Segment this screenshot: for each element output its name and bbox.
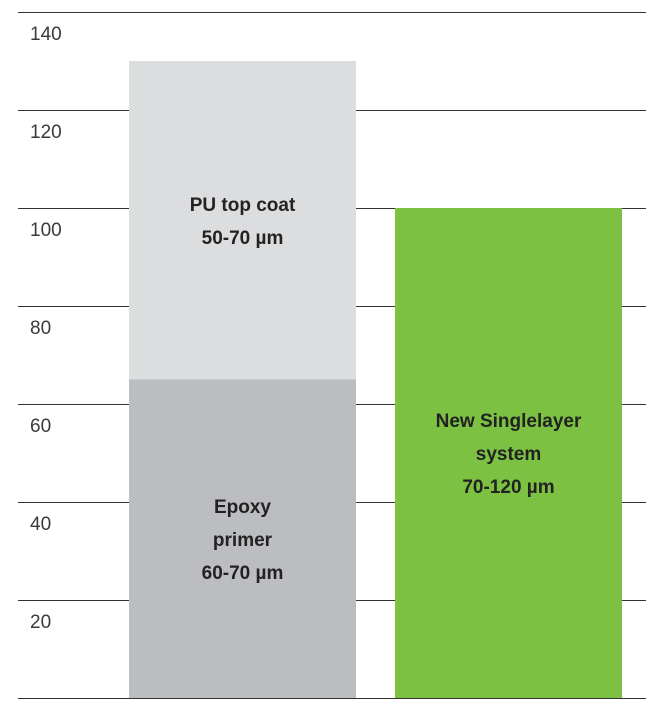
bar-labels: Epoxy primer 60-70 µm PU top coat 50-70 µm Ne… <box>190 195 582 584</box>
bar-1-segment-2 <box>129 61 356 380</box>
bar-label-line: 50-70 µm <box>202 228 284 249</box>
bar-label-line: 60-70 µm <box>202 563 284 584</box>
bar-label-line: PU top coat <box>190 195 296 216</box>
y-tick-label-60: 60 <box>30 416 51 437</box>
bar-label-line: New Singlelayer <box>436 411 582 432</box>
y-tick-label-120: 120 <box>30 122 62 143</box>
bar-1-segment-1-label: Epoxy primer 60-70 µm <box>202 497 284 584</box>
bar-2-segment-1 <box>395 208 622 698</box>
bars <box>129 61 622 698</box>
y-tick-label-40: 40 <box>30 514 51 535</box>
y-tick-label-140: 140 <box>30 24 62 45</box>
y-tick-label-80: 80 <box>30 318 51 339</box>
y-tick-label-20: 20 <box>30 612 51 633</box>
bar-label-line: system <box>476 444 542 465</box>
bar-2-segment-1-label: New Singlelayer system 70-120 µm <box>436 411 582 498</box>
bar-1-segment-1 <box>129 379 356 698</box>
bar-label-line: Epoxy <box>214 497 271 518</box>
y-tick-label-100: 100 <box>30 220 62 241</box>
y-axis-tick-labels: 20 40 60 80 100 120 140 <box>30 24 62 633</box>
bar-label-line: primer <box>213 530 273 551</box>
bar-1-segment-2-label: PU top coat 50-70 µm <box>190 195 296 249</box>
bar-label-line: 70-120 µm <box>462 477 554 498</box>
